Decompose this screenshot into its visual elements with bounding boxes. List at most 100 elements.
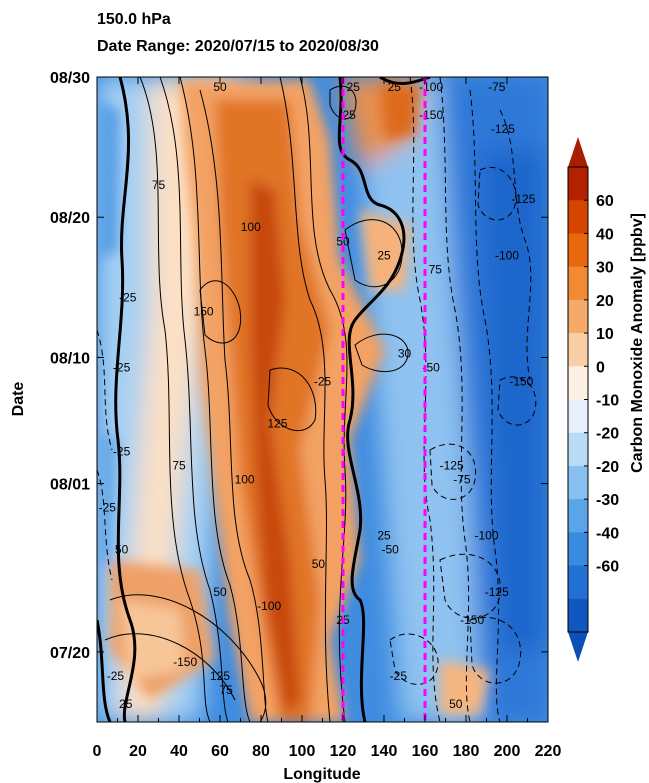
contour-label: 75 (152, 178, 166, 192)
contour-label: -50 (381, 543, 399, 557)
contour-label: -100 (257, 599, 281, 613)
contour-label: 100 (241, 220, 261, 234)
y-tick-label: 07/20 (50, 645, 90, 662)
colorbar-swatch (568, 532, 588, 567)
colorbar-label: Carbon Monoxide Anomaly [ppbv] (629, 213, 646, 473)
colorbar-swatch (568, 399, 588, 434)
contour-label: -100 (495, 248, 519, 262)
y-axis: 07/20 08/01 08/10 08/20 08/30 (50, 70, 548, 662)
colorbar-swatch (568, 266, 588, 301)
x-tick-label: 20 (129, 743, 147, 760)
colorbar-swatch (568, 233, 588, 268)
contour-label: 50 (115, 543, 129, 557)
colorbar-swatch (568, 499, 588, 533)
colorbar-tick-label: -10 (596, 393, 619, 410)
colorbar-swatch (568, 167, 588, 201)
contour-label: -75 (488, 80, 506, 94)
contour-label: -25 (107, 669, 125, 683)
contour-lines (97, 77, 537, 722)
contour-label: -125 (485, 585, 509, 599)
contour-label: 30 (398, 346, 412, 360)
colorbar-swatch (568, 366, 588, 400)
contour-label: 25 (377, 529, 391, 543)
y-tick-label: 08/20 (50, 210, 90, 227)
x-tick-label: 40 (170, 743, 188, 760)
contour-label: 25 (388, 80, 402, 94)
contour-label: -25 (390, 669, 408, 683)
colorbar-tick-label: 40 (596, 226, 614, 243)
colorbar-tick-label: 20 (596, 293, 614, 310)
x-tick-label: 140 (371, 743, 398, 760)
y-tick-label: 08/30 (50, 70, 90, 87)
contour-label: 25 (119, 697, 133, 711)
contour-label: 25 (342, 108, 356, 122)
contour-label: 25 (347, 80, 361, 94)
contour-label: 75 (219, 683, 233, 697)
colorbar-tick-label: 10 (596, 326, 614, 343)
colorbar-swatch (568, 333, 588, 367)
y-axis-label: Date (10, 382, 27, 417)
y-tick-label: 08/10 (50, 350, 90, 367)
colorbar-tick-label: -20 (596, 426, 619, 443)
contour-label: 50 (213, 585, 227, 599)
colorbar-swatch (568, 299, 588, 334)
contour-label: -75 (453, 473, 471, 487)
contour-label: 125 (210, 669, 230, 683)
colorbar-extend-top (568, 137, 588, 167)
colorbar-swatch (568, 200, 588, 234)
contour-label: 100 (235, 473, 255, 487)
contour-label: -25 (113, 445, 131, 459)
x-tick-label: 180 (453, 743, 480, 760)
contour-label: -100 (419, 80, 443, 94)
contour-label: 75 (172, 459, 186, 473)
x-tick-label: 220 (535, 743, 562, 760)
contour-label: -25 (314, 374, 332, 388)
contour-label: -150 (509, 374, 533, 388)
x-tick-label: 60 (211, 743, 229, 760)
colorbar-tick-label: -60 (596, 559, 619, 576)
colorbar-tick-label: 0 (596, 359, 605, 376)
chart-title: 150.0 hPa (97, 11, 171, 28)
colorbar-extend-bottom (568, 632, 588, 662)
x-axis-label: Longitude (283, 766, 360, 783)
x-tick-label: 160 (412, 743, 439, 760)
colorbar: 60 40 30 20 10 0 -10 -20 -20 -30 -40 -60 (567, 137, 619, 662)
colorbar-swatch (568, 598, 588, 633)
colorbar-tick-label: -40 (596, 525, 619, 542)
contour-label: -150 (419, 108, 443, 122)
contour-label: 150 (194, 304, 214, 318)
contour-label: -50 (422, 360, 440, 374)
anomaly-shading (97, 77, 548, 722)
colorbar-swatch (568, 565, 588, 600)
contour-label: 50 (213, 80, 227, 94)
x-axis: 0 20 40 60 80 100 120 140 160 180 200 220 (93, 77, 562, 760)
x-tick-label: 80 (252, 743, 270, 760)
contour-label: 50 (449, 697, 463, 711)
contour-label: 125 (267, 417, 287, 431)
x-tick-label: 120 (330, 743, 357, 760)
contour-label: -125 (491, 122, 515, 136)
colorbar-tick-label: -30 (596, 492, 619, 509)
contour-label: -125 (440, 459, 464, 473)
contour-label: -150 (173, 655, 197, 669)
contour-label: -125 (511, 192, 535, 206)
colorbar-tick-label: -20 (596, 459, 619, 476)
contour-label: -25 (119, 290, 137, 304)
contour-label: -25 (113, 360, 131, 374)
contour-label: 25 (377, 248, 391, 262)
contour-label: 75 (429, 262, 443, 276)
x-tick-label: 200 (494, 743, 521, 760)
contour-label: -100 (474, 529, 498, 543)
chart-subtitle: Date Range: 2020/07/15 to 2020/08/30 (97, 38, 379, 55)
colorbar-tick-label: 30 (596, 260, 614, 277)
contour-label: -150 (460, 613, 484, 627)
contour-label: 50 (312, 557, 326, 571)
x-tick-label: 100 (289, 743, 316, 760)
colorbar-swatch (568, 432, 588, 467)
contour-label: -25 (99, 501, 117, 515)
colorbar-tick-label: 60 (596, 193, 614, 210)
x-tick-label: 0 (93, 743, 102, 760)
colorbar-swatch (568, 465, 588, 500)
